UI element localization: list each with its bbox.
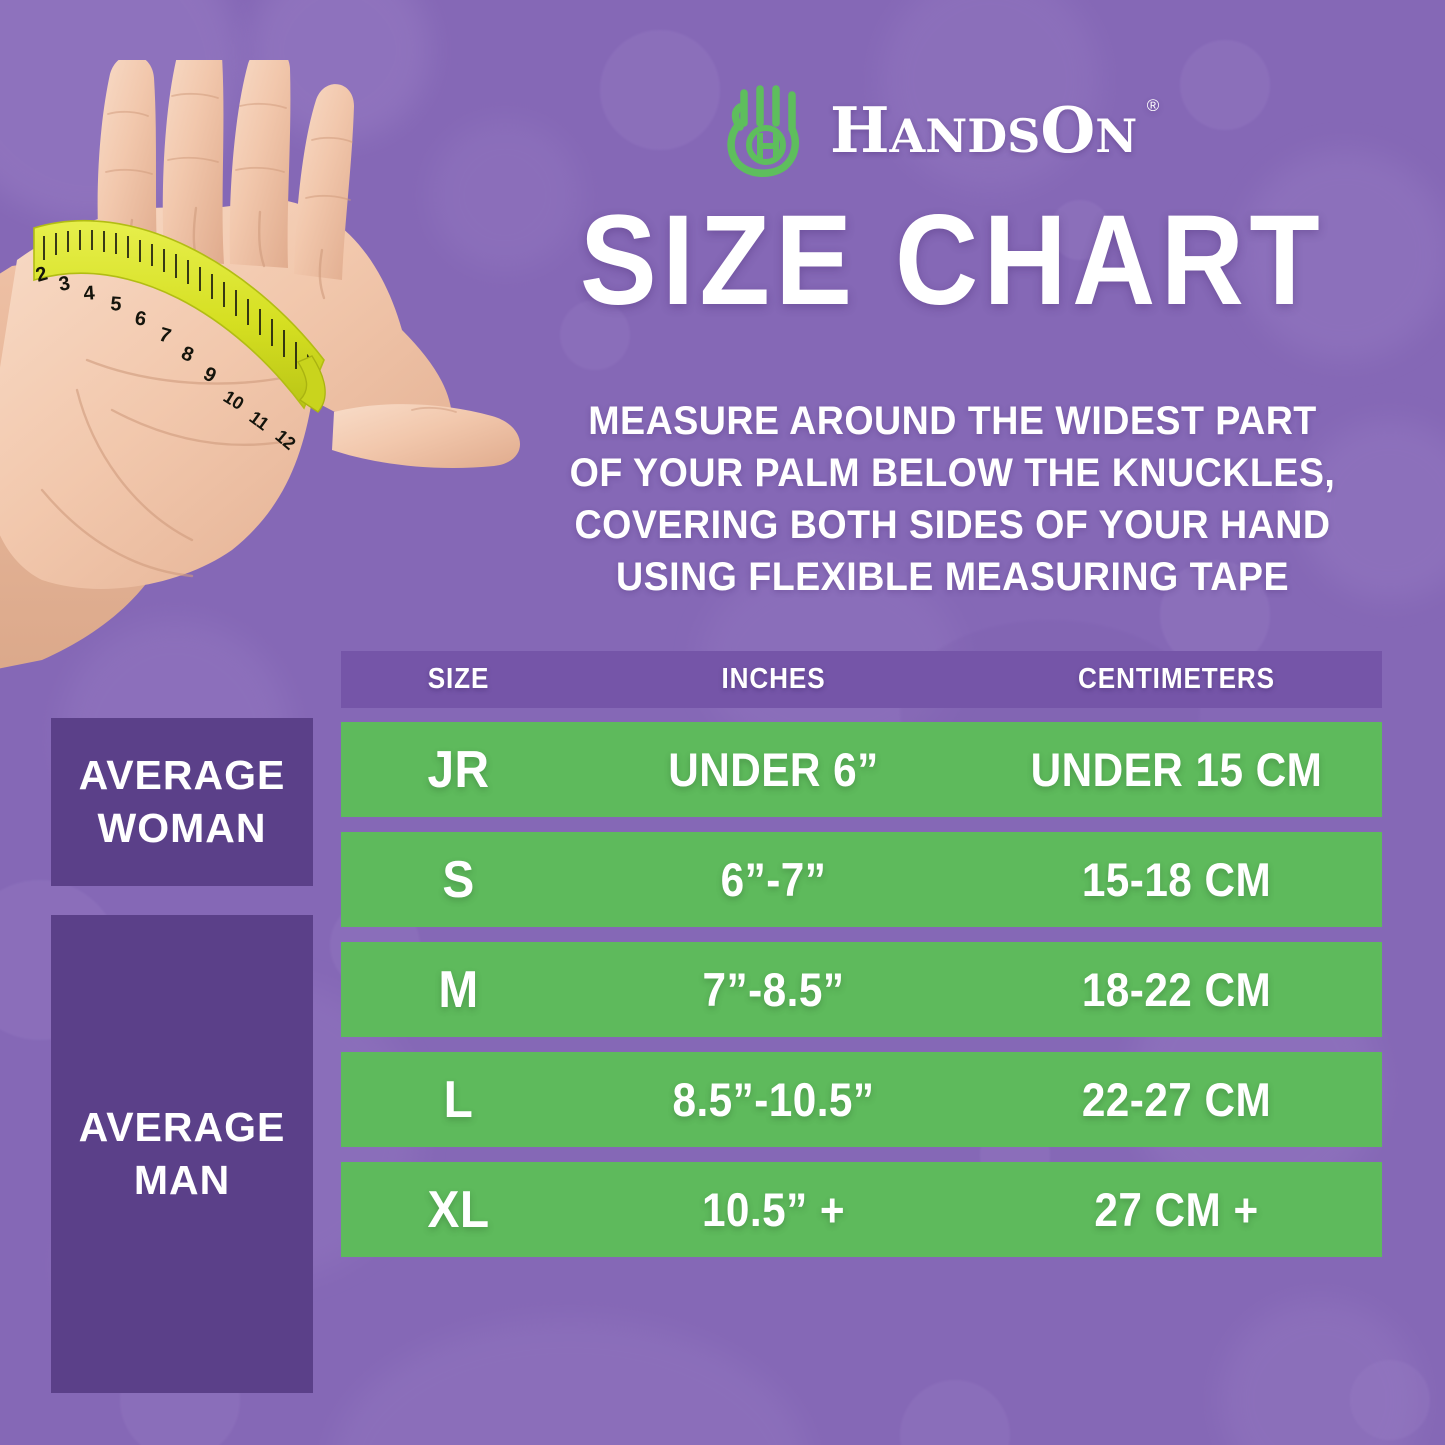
logo-letter-h: H bbox=[830, 93, 890, 167]
cell-centimeters: 15-18 CM bbox=[1081, 853, 1272, 906]
hand-with-measuring-tape-photo: 2 3 4 5 6 7 8 9 10 11 12 bbox=[0, 60, 562, 710]
logo-letter-o: O bbox=[1040, 93, 1096, 167]
table-row: JR UNDER 6” UNDER 15 CM bbox=[341, 722, 1382, 817]
table-row: XL 10.5” + 27 CM + bbox=[341, 1162, 1382, 1257]
table-header-row: SIZE INCHES CENTIMETERS bbox=[341, 651, 1382, 708]
cell-size: L bbox=[443, 1070, 474, 1129]
table-row: M 7”-8.5” 18-22 CM bbox=[341, 942, 1382, 1037]
cell-centimeters: 27 CM + bbox=[1094, 1183, 1259, 1236]
svg-text:5: 5 bbox=[110, 293, 123, 316]
cell-size: XL bbox=[427, 1180, 490, 1239]
cell-size: M bbox=[438, 960, 479, 1019]
instruction-line-3: COVERING BOTH SIDES OF YOUR HAND bbox=[574, 503, 1331, 547]
brand-wordmark: HANDSON ® bbox=[830, 97, 1159, 163]
column-header-centimeters: CENTIMETERS bbox=[1078, 663, 1275, 695]
svg-text:3: 3 bbox=[57, 272, 72, 296]
category-woman-line-1: AVERAGE bbox=[78, 752, 286, 798]
cell-inches: 6”-7” bbox=[720, 853, 827, 906]
cell-centimeters: 22-27 CM bbox=[1081, 1073, 1272, 1126]
measuring-instructions: MEASURE AROUND THE WIDEST PART OF YOUR P… bbox=[541, 395, 1364, 603]
table-row: S 6”-7” 15-18 CM bbox=[341, 832, 1382, 927]
cell-inches: 10.5” + bbox=[701, 1183, 846, 1236]
column-header-inches: INCHES bbox=[721, 663, 826, 695]
logo-letter-n: N bbox=[1095, 109, 1138, 163]
cell-size: S bbox=[442, 850, 475, 909]
svg-text:6: 6 bbox=[133, 307, 148, 331]
registered-trademark-icon: ® bbox=[1146, 96, 1160, 115]
table-row: L 8.5”-10.5” 22-27 CM bbox=[341, 1052, 1382, 1147]
category-woman-line-2: WOMAN bbox=[97, 805, 267, 851]
column-header-size: SIZE bbox=[427, 663, 490, 695]
svg-text:4: 4 bbox=[83, 282, 97, 305]
cell-inches: 7”-8.5” bbox=[702, 963, 845, 1016]
logo-letters-ands: ANDS bbox=[889, 109, 1041, 163]
cell-inches: UNDER 6” bbox=[668, 743, 879, 796]
cell-inches: 8.5”-10.5” bbox=[672, 1073, 875, 1126]
hand-h-logo-icon bbox=[720, 83, 812, 179]
category-average-man: AVERAGE MAN bbox=[51, 915, 313, 1393]
page-title: SIZE CHART bbox=[579, 189, 1326, 332]
cell-centimeters: 18-22 CM bbox=[1081, 963, 1272, 1016]
cell-size: JR bbox=[427, 740, 490, 799]
instruction-line-4: USING FLEXIBLE MEASURING TAPE bbox=[615, 555, 1290, 599]
instruction-line-2: OF YOUR PALM BELOW THE KNUCKLES, bbox=[569, 451, 1336, 495]
category-man-line-2: MAN bbox=[133, 1157, 231, 1203]
category-average-woman: AVERAGE WOMAN bbox=[51, 718, 313, 886]
brand-logo: HANDSON ® bbox=[720, 78, 1190, 183]
size-chart-table: SIZE INCHES CENTIMETERS JR UNDER 6” UNDE… bbox=[341, 651, 1382, 1257]
instruction-line-1: MEASURE AROUND THE WIDEST PART bbox=[588, 399, 1317, 443]
cell-centimeters: UNDER 15 CM bbox=[1030, 743, 1323, 796]
category-man-line-1: AVERAGE bbox=[78, 1104, 286, 1150]
